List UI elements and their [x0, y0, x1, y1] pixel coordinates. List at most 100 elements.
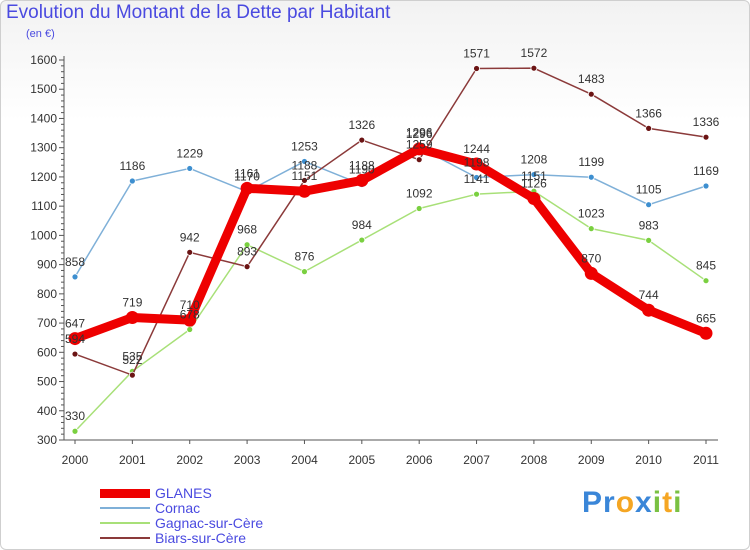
- data-point: [128, 177, 136, 185]
- data-label: 1483: [578, 72, 605, 86]
- legend-label: GLANES: [155, 485, 212, 501]
- data-label: 984: [352, 218, 372, 232]
- x-tick-label: 2000: [62, 453, 89, 467]
- logo-letter: x: [635, 486, 653, 519]
- data-label: 1296: [406, 127, 433, 141]
- logo-letter: t: [662, 486, 674, 519]
- x-tick-label: 2006: [406, 453, 433, 467]
- legend-label: Gagnac-sur-Cère: [155, 515, 264, 531]
- data-point: [358, 136, 366, 144]
- chart-title: Evolution du Montant de la Dette par Hab…: [6, 2, 391, 23]
- data-point: [702, 277, 710, 285]
- data-point: [71, 427, 79, 435]
- data-label: 1326: [348, 118, 375, 132]
- data-point: [125, 311, 139, 325]
- data-point: [243, 241, 251, 249]
- data-point: [702, 182, 710, 190]
- data-label: 1186: [119, 159, 145, 173]
- data-point: [297, 184, 311, 198]
- data-label: 968: [237, 223, 257, 237]
- data-point: [358, 236, 366, 244]
- data-point: [645, 236, 653, 244]
- data-point: [183, 313, 197, 327]
- x-tick-label: 2011: [693, 453, 719, 467]
- data-label: 678: [180, 308, 200, 322]
- data-label: 1092: [406, 186, 433, 200]
- data-point: [128, 371, 136, 379]
- data-point: [470, 157, 484, 171]
- data-point: [527, 192, 541, 206]
- data-label: 1151: [292, 169, 318, 183]
- y-tick-label: 1600: [30, 53, 57, 67]
- y-tick-label: 1300: [30, 141, 57, 155]
- series-line: [74, 67, 707, 376]
- y-tick-label: 700: [37, 316, 57, 330]
- data-label: 1296: [406, 125, 433, 139]
- data-point: [584, 266, 598, 280]
- data-point: [415, 205, 423, 212]
- data-label: 845: [696, 259, 716, 273]
- data-point: [186, 248, 194, 256]
- data-label: 1169: [693, 164, 719, 178]
- data-label: 1571: [463, 46, 490, 60]
- y-tick-label: 400: [37, 404, 57, 418]
- x-tick-label: 2008: [521, 453, 548, 467]
- logo-letter: o: [615, 486, 636, 519]
- data-label: 522: [122, 353, 142, 367]
- x-tick-label: 2002: [176, 453, 203, 467]
- y-tick-label: 300: [37, 433, 57, 447]
- data-label: 983: [639, 218, 659, 232]
- data-label: 1366: [635, 106, 662, 120]
- data-label: 1188: [349, 158, 375, 172]
- x-tick-label: 2005: [348, 453, 375, 467]
- data-label: 1105: [636, 183, 662, 197]
- data-label: 1151: [521, 169, 547, 183]
- data-label: 665: [696, 311, 716, 325]
- legend-label: Biars-sur-Cère: [155, 530, 247, 546]
- legend-swatch: [100, 522, 150, 524]
- data-label: 1198: [464, 156, 490, 170]
- data-point: [71, 273, 79, 281]
- data-point: [645, 201, 653, 209]
- y-tick-label: 600: [37, 345, 57, 359]
- data-point: [587, 225, 595, 233]
- data-label: 1126: [521, 177, 547, 191]
- series-gagnac-sur-cere: [71, 187, 710, 435]
- data-point: [473, 65, 480, 72]
- data-label: 1572: [521, 46, 548, 60]
- data-label: 942: [180, 230, 200, 244]
- data-point: [587, 90, 595, 98]
- data-label: 1208: [521, 153, 548, 167]
- data-point: [530, 64, 538, 72]
- logo-letter: i: [652, 486, 663, 519]
- data-point: [301, 268, 308, 276]
- logo-letter: i: [673, 486, 683, 519]
- data-label: 1188: [292, 158, 318, 172]
- legend-swatch: [100, 488, 150, 498]
- chart-subtitle: (en €): [26, 28, 55, 40]
- data-point: [243, 263, 251, 271]
- data-point: [473, 190, 480, 198]
- legend-swatch: [100, 507, 150, 509]
- data-label: 858: [65, 255, 85, 269]
- logo-letter: r: [603, 486, 616, 519]
- data-point: [301, 158, 308, 165]
- data-label: 1229: [176, 146, 203, 160]
- data-label: 1170: [234, 170, 260, 184]
- data-point: [702, 133, 710, 141]
- y-tick-label: 900: [37, 258, 57, 272]
- data-point: [240, 181, 254, 195]
- data-point: [301, 177, 308, 184]
- x-tick-label: 2007: [463, 453, 490, 467]
- y-tick-label: 1500: [30, 82, 57, 96]
- series-biars-sur-cere: [71, 64, 710, 379]
- y-tick-label: 1100: [31, 199, 57, 213]
- data-label: 1141: [464, 172, 490, 186]
- data-point: [645, 124, 653, 132]
- data-label: 1161: [234, 166, 260, 180]
- data-label: 535: [122, 349, 142, 363]
- data-label: 1199: [578, 155, 604, 169]
- logo-letter: P: [582, 486, 604, 519]
- y-tick-label: 1000: [30, 228, 57, 242]
